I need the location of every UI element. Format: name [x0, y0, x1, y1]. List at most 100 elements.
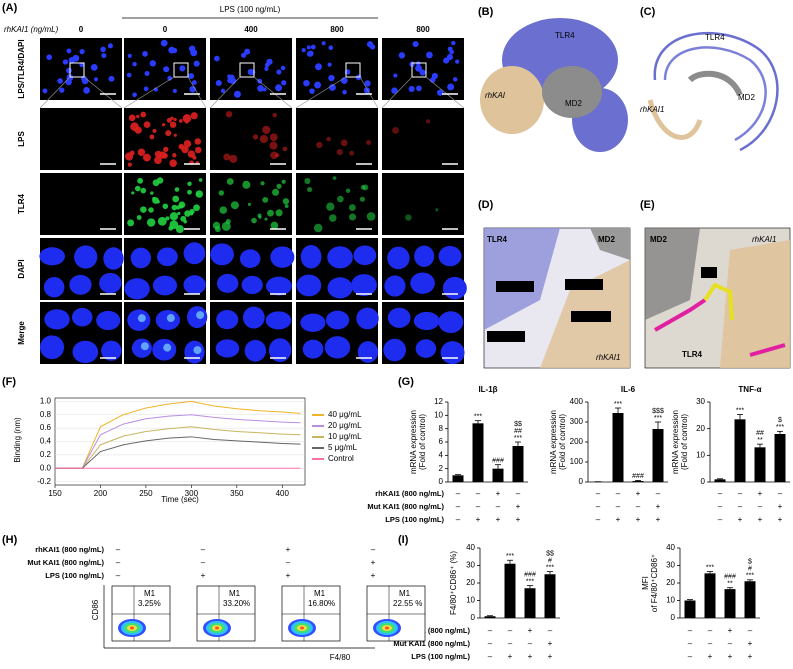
y-tick-label: 1.0 [40, 396, 52, 405]
signal [219, 206, 227, 214]
y-tick-label: 0 [701, 477, 706, 486]
zoom-line [359, 76, 379, 109]
signal [161, 123, 166, 127]
nucleus [415, 339, 437, 358]
treatment-mark: + [636, 489, 641, 498]
nucleus [351, 274, 377, 297]
significance: *** [706, 564, 714, 571]
signal [169, 121, 177, 128]
signal [169, 220, 179, 230]
nucleus [280, 65, 286, 71]
significance: *** [546, 564, 554, 571]
signal [156, 177, 164, 184]
treatment-mark: + [516, 502, 521, 511]
nucleus [416, 85, 422, 92]
signal [359, 196, 365, 202]
y-tick-label: 2 [439, 464, 444, 473]
structure-label: Lys 360 [568, 280, 598, 289]
nucleus [321, 41, 326, 46]
significance: # [748, 566, 752, 573]
nucleus [90, 63, 98, 71]
treatment-mark: – [548, 626, 553, 635]
nucleus [179, 65, 186, 72]
bar [754, 447, 766, 482]
zoom-line [39, 76, 71, 109]
nucleus [191, 80, 197, 85]
nucleus [447, 83, 455, 91]
treatment-mark: – [201, 558, 206, 567]
nucleus [328, 45, 334, 51]
micrograph [296, 108, 378, 170]
bar [492, 468, 504, 482]
signal [267, 209, 274, 217]
nucleus [413, 311, 440, 331]
nucleus [408, 85, 415, 92]
treatment-mark: + [708, 652, 713, 661]
signal [252, 134, 259, 140]
bar [452, 475, 464, 482]
treatment-mark: – [456, 489, 461, 498]
nucleus [96, 310, 121, 331]
treatment-mark: + [476, 515, 481, 524]
micrograph [40, 38, 122, 100]
nucleus [387, 307, 411, 328]
y-tick-label: 0 [579, 477, 584, 486]
row-label: Merge [17, 321, 26, 345]
bar [724, 589, 736, 618]
treatment-mark: – [286, 558, 291, 567]
nucleus [241, 52, 247, 58]
signal [173, 117, 177, 122]
zoom-line [425, 76, 465, 109]
bar [774, 434, 786, 482]
signal [175, 224, 184, 234]
signal [148, 207, 154, 213]
treatment-mark: – [718, 489, 723, 498]
signal [269, 133, 278, 142]
treatment-mark: + [371, 571, 376, 580]
signal [281, 179, 286, 184]
nucleus [419, 69, 426, 76]
structure-label: MD2 [598, 235, 615, 244]
micrograph [40, 173, 122, 235]
treatment-mark: + [738, 515, 743, 524]
signal [313, 223, 323, 233]
nucleus [130, 247, 151, 269]
nucleus [412, 41, 419, 48]
density [300, 626, 304, 630]
treatment-mark: + [636, 515, 641, 524]
treatment-label: rhKAI1 (800 ng/mL) [401, 626, 470, 635]
signal [142, 153, 151, 162]
y-tick-label: 40 [666, 543, 675, 552]
y-tick-label: 0.2 [40, 450, 52, 459]
row-label: LPS [17, 131, 26, 147]
signal [259, 134, 268, 144]
nucleus [329, 84, 336, 91]
significance: $$$ [652, 408, 664, 415]
treatment-mark: + [748, 652, 753, 661]
nucleus [315, 63, 323, 71]
significance: ### [492, 458, 504, 465]
nucleus [183, 275, 206, 295]
significance: ** [757, 437, 763, 444]
signal [349, 213, 357, 221]
y-tick-label: 0 [439, 477, 444, 486]
x-tick-label: 200 [94, 489, 108, 498]
treatment-mark: – [201, 545, 206, 554]
nucleus [126, 72, 132, 78]
nucleus [443, 57, 450, 64]
treatment-mark: – [488, 652, 493, 661]
y-tick-label: 20 [696, 424, 705, 433]
signal [178, 119, 183, 123]
signal [218, 190, 225, 196]
treatment-mark: – [488, 626, 493, 635]
treatment-mark: – [596, 489, 601, 498]
treatment-mark: + [748, 639, 753, 648]
signal [134, 185, 141, 192]
structure-label: TLR4 [555, 31, 575, 40]
signal [130, 122, 139, 131]
y-tick-label: 6 [439, 437, 444, 446]
panel-label: (E) [640, 199, 655, 211]
x-tick-label: 350 [230, 489, 244, 498]
signal [187, 189, 192, 195]
bar [744, 581, 756, 618]
